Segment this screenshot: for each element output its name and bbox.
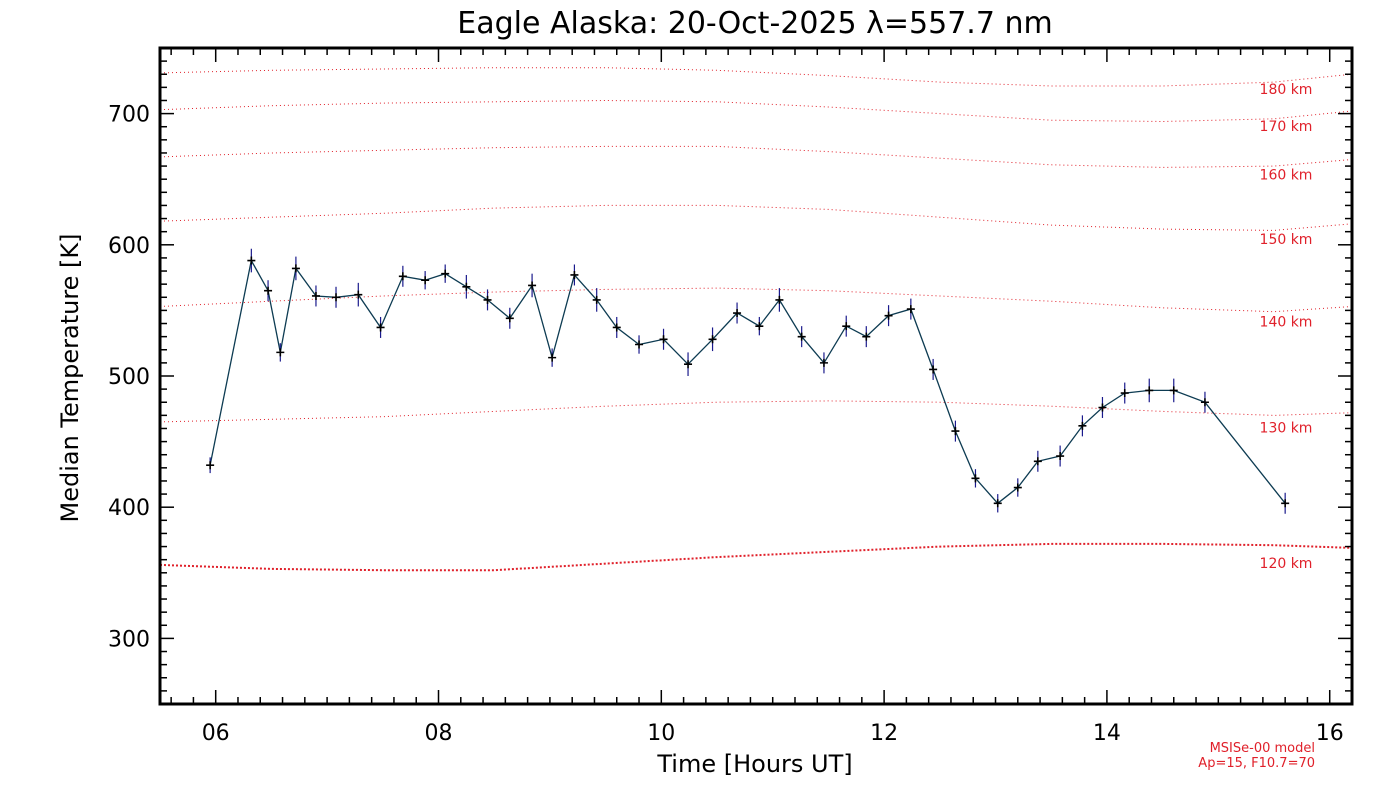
data-point — [462, 282, 471, 291]
data-point — [906, 305, 915, 314]
data-point — [505, 314, 514, 323]
y-tick-label: 400 — [108, 496, 150, 521]
data-point — [311, 291, 320, 300]
data-point — [421, 276, 430, 285]
y-tick-label: 500 — [108, 365, 150, 390]
data-point — [659, 335, 668, 344]
data-point — [548, 353, 557, 362]
data-point — [528, 281, 537, 290]
data-point — [376, 323, 385, 332]
x-tick-label: 16 — [1316, 721, 1344, 746]
reference-curve-120km — [159, 542, 1353, 572]
y-tick-label: 700 — [108, 103, 150, 128]
series-line — [209, 258, 1286, 505]
y-tick-label: 600 — [108, 234, 150, 259]
reference-label: 150 km — [1260, 232, 1313, 248]
data-point — [1281, 499, 1290, 508]
model-note-line1: MSISe-00 model — [1210, 741, 1315, 756]
reference-label: 130 km — [1260, 421, 1313, 437]
data-point — [612, 323, 621, 332]
data-point — [264, 286, 273, 295]
x-tick-label: 14 — [1093, 721, 1121, 746]
data-point — [1056, 452, 1065, 461]
chart-title: Eagle Alaska: 20-Oct-2025 λ=557.7 nm — [457, 6, 1052, 41]
data-point — [929, 365, 938, 374]
x-tick-label: 12 — [870, 721, 898, 746]
data-point — [291, 264, 300, 273]
plot-frame — [158, 46, 1354, 706]
data-point — [733, 309, 742, 318]
y-tick-label: 300 — [108, 627, 150, 652]
data-point — [570, 270, 579, 279]
reference-label: 120 km — [1260, 556, 1313, 572]
data-point — [993, 499, 1002, 508]
data-point — [332, 293, 341, 302]
x-tick-label: 10 — [647, 721, 675, 746]
data-point — [775, 295, 784, 304]
data-point — [592, 295, 601, 304]
data-point — [797, 332, 806, 341]
data-point — [755, 322, 764, 331]
data-point — [354, 290, 363, 299]
x-tick-label: 06 — [202, 721, 230, 746]
axes: 06 08 10 12 14 16 300 400 500 600 700 — [108, 48, 1353, 746]
data-point — [819, 358, 828, 367]
reference-label: 140 km — [1260, 315, 1313, 331]
data-point — [1033, 457, 1042, 466]
data-point — [862, 332, 871, 341]
data-point — [441, 269, 450, 278]
data-point — [1120, 389, 1129, 398]
data-point — [398, 272, 407, 281]
data-point — [1078, 421, 1087, 430]
data-point — [1013, 483, 1022, 492]
reference-curve-180km — [159, 67, 1353, 87]
data-point — [971, 474, 980, 483]
reference-curve-170km — [159, 99, 1353, 123]
data-point — [708, 335, 717, 344]
model-note-line2: Ap=15, F10.7=70 — [1198, 756, 1315, 771]
x-axis-label: Time [Hours UT] — [656, 750, 852, 778]
reference-curve-140km — [159, 287, 1353, 313]
data-point — [247, 256, 256, 265]
y-axis-label: Median Temperature [K] — [56, 233, 84, 522]
data-point — [1145, 386, 1154, 395]
data-point — [1200, 398, 1209, 407]
data-series — [206, 248, 1290, 514]
reference-curve-150km — [159, 204, 1353, 231]
data-point — [1169, 386, 1178, 395]
reference-label: 160 km — [1260, 168, 1313, 184]
data-point — [206, 461, 215, 470]
x-tick-label: 08 — [425, 721, 453, 746]
data-point — [1098, 403, 1107, 412]
data-point — [483, 295, 492, 304]
data-point — [951, 427, 960, 436]
data-point — [635, 340, 644, 349]
data-point — [842, 322, 851, 331]
data-point — [276, 348, 285, 357]
data-point — [684, 360, 693, 369]
reference-curve-130km — [159, 400, 1353, 423]
reference-curves: 120 km 130 km 140 km 150 km 160 km 170 km 180 … — [159, 67, 1353, 572]
data-point — [884, 311, 893, 320]
reference-curve-160km — [159, 145, 1353, 168]
reference-label: 170 km — [1260, 119, 1313, 135]
reference-label: 180 km — [1260, 82, 1313, 98]
